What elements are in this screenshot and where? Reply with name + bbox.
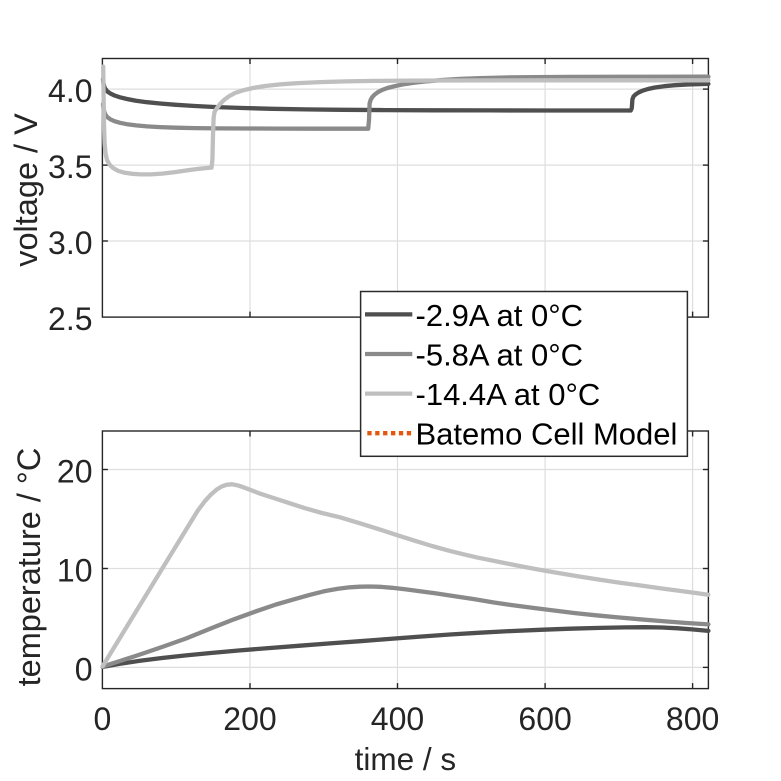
svg-text:voltage / V: voltage / V [8,113,44,267]
svg-text:600: 600 [518,701,571,737]
svg-text:0: 0 [75,651,93,687]
svg-text:20: 20 [57,454,93,490]
svg-text:800: 800 [666,701,719,737]
svg-text:400: 400 [371,701,424,737]
svg-text:-2.9A at 0°C: -2.9A at 0°C [416,298,584,333]
svg-text:-5.8A at 0°C: -5.8A at 0°C [416,338,584,373]
svg-text:3.0: 3.0 [48,225,92,261]
svg-text:-14.4A at 0°C: -14.4A at 0°C [416,377,601,412]
svg-text:3.5: 3.5 [48,149,92,185]
svg-text:temperature / °C: temperature / °C [11,448,47,687]
svg-text:2.5: 2.5 [48,301,92,337]
svg-text:0: 0 [94,701,112,737]
svg-text:Batemo Cell Model: Batemo Cell Model [416,417,678,452]
svg-text:4.0: 4.0 [48,73,92,109]
svg-text:200: 200 [223,701,276,737]
svg-text:10: 10 [57,553,93,589]
svg-text:time / s: time / s [355,741,457,777]
